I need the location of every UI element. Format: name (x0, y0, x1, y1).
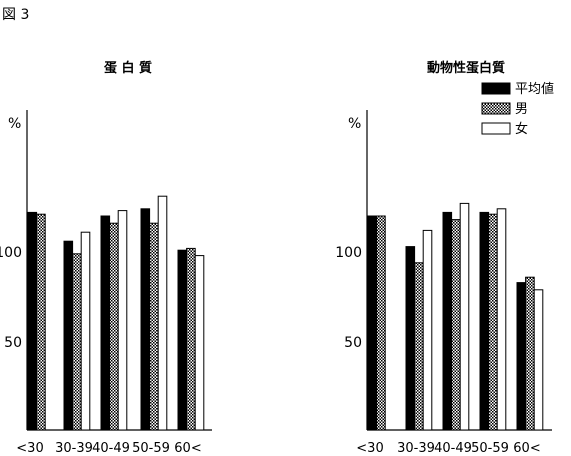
figure-label: 図 3 (2, 7, 29, 23)
legend-swatch-male (481, 102, 511, 115)
bar-male (186, 247, 196, 431)
x-tick-label: 60< (174, 441, 201, 456)
bar-male (36, 213, 46, 431)
legend-swatch-female (481, 122, 511, 135)
bar-female (422, 229, 433, 431)
x-tick-label: 50-59 (132, 441, 170, 456)
legend-swatch-mean (481, 82, 511, 95)
bar-male (414, 262, 424, 431)
bars (367, 202, 544, 431)
x-tick-label: <30 (16, 441, 43, 456)
legend-label-male: 男 (515, 102, 528, 117)
bar-female (80, 231, 91, 431)
y-tick-label: 50 (4, 335, 22, 351)
x-tick-label: 30-39 (55, 441, 93, 456)
y-axis-label: % (8, 116, 21, 132)
y-tick-labels: 50 100 (0, 245, 22, 351)
bar-female (117, 210, 128, 431)
bar-male (525, 276, 535, 431)
bar-mean (63, 240, 74, 431)
x-tick-label: 40-49 (92, 441, 130, 456)
bar-mean (516, 282, 527, 431)
x-tick-label: 30-39 (397, 441, 435, 456)
bar-mean (177, 249, 188, 431)
y-tick-label: 50 (344, 335, 362, 351)
bar-mean (405, 246, 416, 431)
bar-mean (367, 215, 378, 431)
bar-mean (479, 211, 490, 431)
x-tick-labels: <30 30-39 40-49 50-59 60< (16, 441, 201, 456)
legend-label-female: 女 (515, 121, 528, 137)
y-axis-label: % (348, 116, 361, 132)
bar-mean (442, 211, 453, 431)
bar-female (533, 289, 544, 431)
bar-male (488, 213, 498, 431)
x-tick-label: 50-59 (471, 441, 509, 456)
chart-title: 蛋 白 質 (104, 60, 152, 76)
x-tick-label: <30 (356, 441, 383, 456)
bar-male (109, 222, 119, 431)
bar-mean (140, 208, 151, 431)
bar-female (459, 202, 470, 431)
legend-label-mean: 平均値 (515, 81, 554, 97)
legend: 平均値 男 女 (481, 81, 554, 137)
bar-male (451, 219, 461, 431)
bar-female (194, 255, 205, 431)
bar-mean (27, 211, 38, 431)
bars (27, 195, 205, 431)
chart-animal-protein: 動物性蛋白質 % 50 100 <30 30-39 40-49 50-59 60< (335, 60, 552, 456)
bar-mean (100, 215, 111, 431)
y-tick-labels: 50 100 (335, 245, 362, 351)
y-tick-label: 100 (0, 245, 22, 261)
bar-male (376, 215, 386, 431)
bar-female (496, 208, 507, 431)
bar-male (149, 222, 159, 431)
x-tick-label: 60< (513, 441, 540, 456)
bar-female (157, 195, 168, 431)
chart-title: 動物性蛋白質 (427, 60, 505, 76)
y-tick-label: 100 (335, 245, 362, 261)
x-tick-label: 40-49 (434, 441, 472, 456)
x-tick-labels: <30 30-39 40-49 50-59 60< (356, 441, 540, 456)
bar-male (72, 253, 82, 431)
